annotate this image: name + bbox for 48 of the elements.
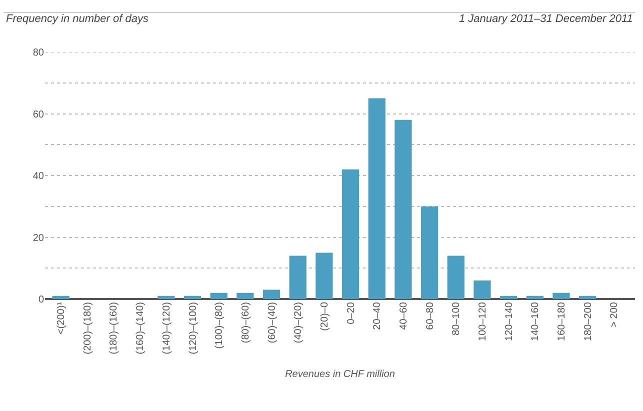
bar xyxy=(447,256,464,299)
y-tick-label: 0 xyxy=(38,294,44,306)
x-tick-label: (60)–(40) xyxy=(266,302,278,344)
x-tick-label: (160)–(140) xyxy=(135,302,146,354)
x-tick-label: 100–120 xyxy=(477,302,488,341)
bar xyxy=(262,290,280,299)
x-tick-label: > 200 xyxy=(609,302,620,328)
y-tick-label: 40 xyxy=(32,171,44,182)
bar xyxy=(394,120,412,299)
x-tick-label: (200)–(180) xyxy=(82,302,94,354)
x-tick-label: 160–180 xyxy=(556,302,568,341)
bar xyxy=(526,296,544,299)
bar xyxy=(289,256,306,299)
bar xyxy=(158,296,175,299)
x-tick-label: (180)–(160) xyxy=(108,302,120,354)
x-tick-label: (120)–(100) xyxy=(188,302,199,354)
y-axis-title: Frequency in number of days xyxy=(6,13,149,25)
x-tick-label: 140–160 xyxy=(530,302,542,341)
bar xyxy=(210,292,228,299)
bar xyxy=(52,296,70,299)
x-tick-label: (140)–(120) xyxy=(161,302,172,354)
bar xyxy=(316,252,333,299)
x-tick-label: 120–140 xyxy=(504,302,515,341)
bar xyxy=(500,296,518,299)
x-axis-title: Revenues in CHF million xyxy=(285,368,396,380)
bar xyxy=(236,292,254,299)
x-tick-label: 20–40 xyxy=(372,302,384,330)
bar xyxy=(579,296,596,299)
y-tick-label: 80 xyxy=(32,48,44,58)
x-tick-label: (100)–(80) xyxy=(214,302,226,349)
bar xyxy=(184,296,202,299)
chart-subtitle: 1 January 2011–31 December 2011 xyxy=(459,13,633,25)
x-tick-label: <(200)¹ xyxy=(56,301,68,335)
bar xyxy=(474,280,491,299)
y-tick-label: 20 xyxy=(32,232,44,244)
y-tick-label: 60 xyxy=(32,109,44,120)
x-tick-label: 180–200 xyxy=(582,302,594,341)
x-tick-label: 0–20 xyxy=(346,302,357,324)
x-tick-label: 80–100 xyxy=(451,302,462,336)
bar xyxy=(552,292,570,299)
x-tick-label: (20)–0 xyxy=(319,302,330,331)
bar xyxy=(342,169,360,299)
bar xyxy=(420,206,438,299)
x-tick-label: (40)–(20) xyxy=(293,302,304,344)
x-tick-label: 60–80 xyxy=(424,302,436,330)
x-tick-label: (80)–(60) xyxy=(240,302,252,344)
bar xyxy=(368,98,386,299)
x-tick-label: 40–60 xyxy=(398,302,410,330)
